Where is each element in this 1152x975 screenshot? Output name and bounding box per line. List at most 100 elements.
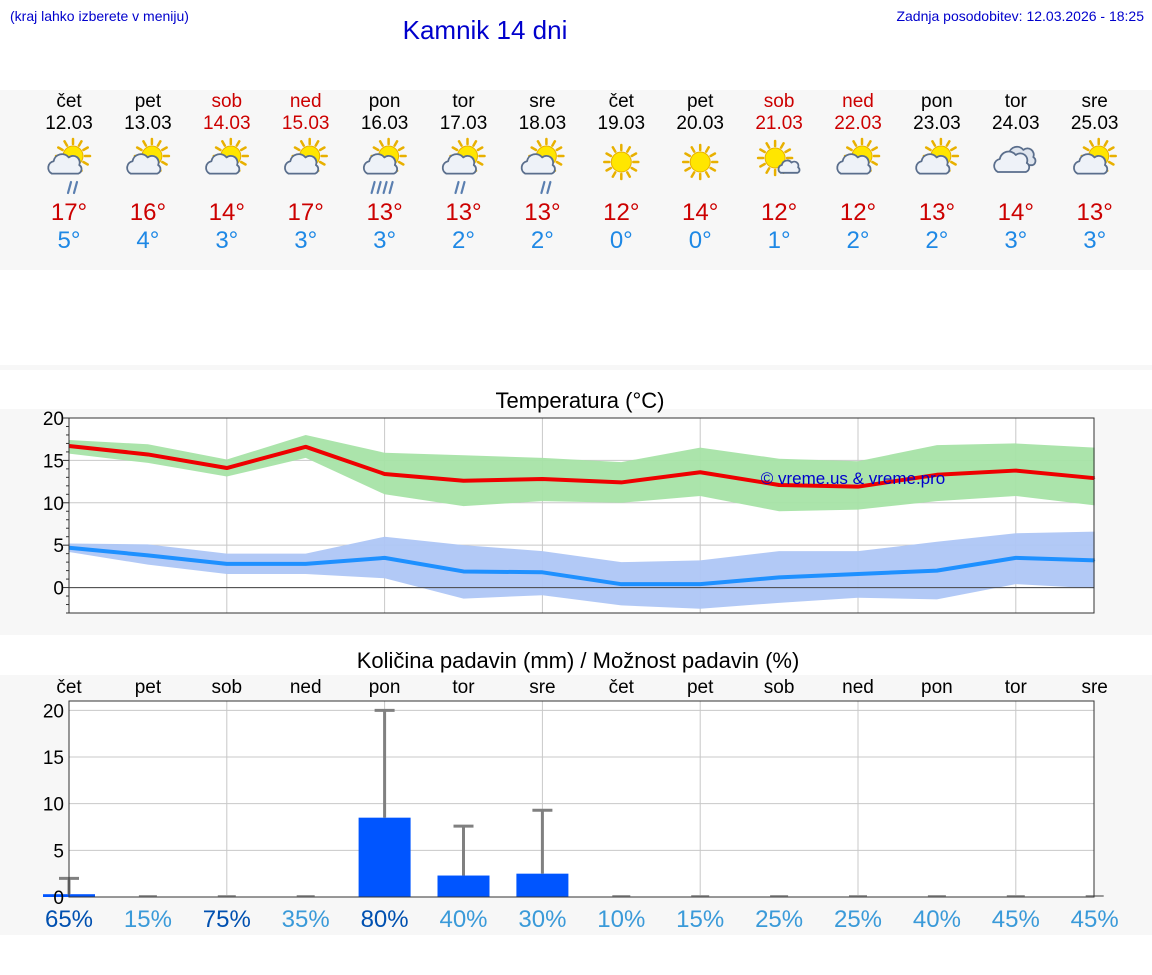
forecast-min-temp: 2° <box>847 227 870 254</box>
max-temperature-point <box>147 453 149 455</box>
location-menu-hint: (kraj lahko izberete v meniju) <box>10 8 189 24</box>
min-temperature-point <box>857 573 859 575</box>
sun-ray <box>1088 140 1094 147</box>
forecast-date: 12.03 <box>45 113 93 134</box>
precip-day-label: pon <box>369 677 401 698</box>
sun-ray <box>161 146 168 152</box>
max-temperature-point <box>699 471 701 473</box>
forecast-date: 13.03 <box>124 113 172 134</box>
forecast-day-name: tor <box>1005 91 1028 112</box>
precip-day-label: tor <box>1005 677 1028 698</box>
forecast-date: 14.03 <box>203 113 251 134</box>
sun-ray <box>931 140 937 147</box>
last-updated: Zadnja posodobitev: 12.03.2026 - 18:25 <box>896 8 1144 24</box>
precip-day-label: ned <box>290 677 322 698</box>
sun-cloud-icon <box>126 137 171 175</box>
precip-probability: 45% <box>1071 906 1119 933</box>
forecast-date: 21.03 <box>755 113 803 134</box>
rain-drop <box>546 180 552 195</box>
sun-ray <box>684 166 692 172</box>
cloudy-icon <box>993 145 1037 173</box>
sun-ray <box>630 152 638 158</box>
sun-disc <box>764 147 786 169</box>
sun-ray <box>555 146 563 152</box>
sun-ray <box>1103 140 1109 147</box>
cloud-shape <box>441 153 477 175</box>
rain-drop <box>370 180 376 195</box>
forecast-day-name: čet <box>609 91 635 112</box>
sun-ray <box>314 140 320 147</box>
forecast-max-temp: 12° <box>761 199 797 226</box>
sun-ray <box>871 146 878 152</box>
sun-ray <box>759 148 766 154</box>
sun-ray <box>1082 146 1090 152</box>
forecast-day-name: sob <box>211 91 242 112</box>
min-temperature-point <box>147 554 149 556</box>
forecast-date: 18.03 <box>519 113 567 134</box>
sun-ray <box>709 166 717 172</box>
sun-ray <box>611 146 617 153</box>
sun-cloud-rain-icon <box>441 137 486 195</box>
sun-ray <box>536 140 542 147</box>
sun-cloud-light-rain-icon <box>520 137 565 195</box>
forecast-min-temp: 3° <box>294 227 317 254</box>
precip-bar <box>358 817 411 897</box>
sun-ray <box>293 146 301 152</box>
precip-probability: 75% <box>203 906 251 933</box>
sun-ray <box>709 152 717 158</box>
forecast-max-temp: 12° <box>603 199 639 226</box>
precip-probability: 45% <box>992 906 1040 933</box>
sun-small-cloud-icon <box>756 139 801 177</box>
sun-ray <box>784 148 792 154</box>
temperature-chart: 0 5 10 15 20 © vreme.us & vreme.pro <box>43 409 1096 614</box>
rain-drop <box>382 180 388 195</box>
sun-ray <box>239 160 247 166</box>
forecast-min-temp: 0° <box>689 227 712 254</box>
sun-ray <box>551 140 557 147</box>
forecast-min-temp: 5° <box>58 227 81 254</box>
forecast-max-temp: 14° <box>682 199 718 226</box>
precip-chart-title: Količina padavin (mm) / Možnost padavin … <box>357 648 800 673</box>
sun-ray <box>684 152 692 158</box>
forecast-date: 17.03 <box>440 113 488 134</box>
sun-ray <box>239 146 247 152</box>
temperature-y-tick-label: 0 <box>53 579 64 600</box>
sun-cloud-heavy-rain-icon <box>363 137 407 195</box>
sun-ray <box>472 140 478 147</box>
precip-y-tick-label: 10 <box>43 795 64 816</box>
sun-ray <box>626 171 632 178</box>
min-temperature-point <box>1015 557 1017 559</box>
sun-ray <box>871 160 878 166</box>
forecast-min-temp: 3° <box>1004 227 1027 254</box>
last-updated-value: 12.03.2026 - 18:25 <box>1026 8 1144 24</box>
precip-day-label: čet <box>609 677 635 698</box>
sun-ray <box>690 146 696 153</box>
precip-y-tick-label: 15 <box>43 748 64 769</box>
sun-ray <box>214 146 222 152</box>
min-temperature-point <box>384 557 386 559</box>
forecast-max-temp: 14° <box>209 199 245 226</box>
sun-ray <box>318 160 326 166</box>
precip-probability: 25% <box>834 906 882 933</box>
max-temperature-point <box>463 480 464 482</box>
forecast-min-temp: 3° <box>373 227 396 254</box>
sun-ray <box>759 162 766 168</box>
precip-bar <box>516 873 569 897</box>
sun-ray <box>476 160 484 166</box>
forecast-min-temp: 3° <box>1083 227 1106 254</box>
forecast-min-temp: 4° <box>136 227 159 254</box>
cloud-shape <box>126 153 162 175</box>
precip-day-label: pet <box>135 677 162 698</box>
divider <box>0 365 1152 370</box>
forecast-day-name: ned <box>842 91 874 112</box>
sun-ray <box>950 160 957 166</box>
sun-ray <box>945 140 951 147</box>
